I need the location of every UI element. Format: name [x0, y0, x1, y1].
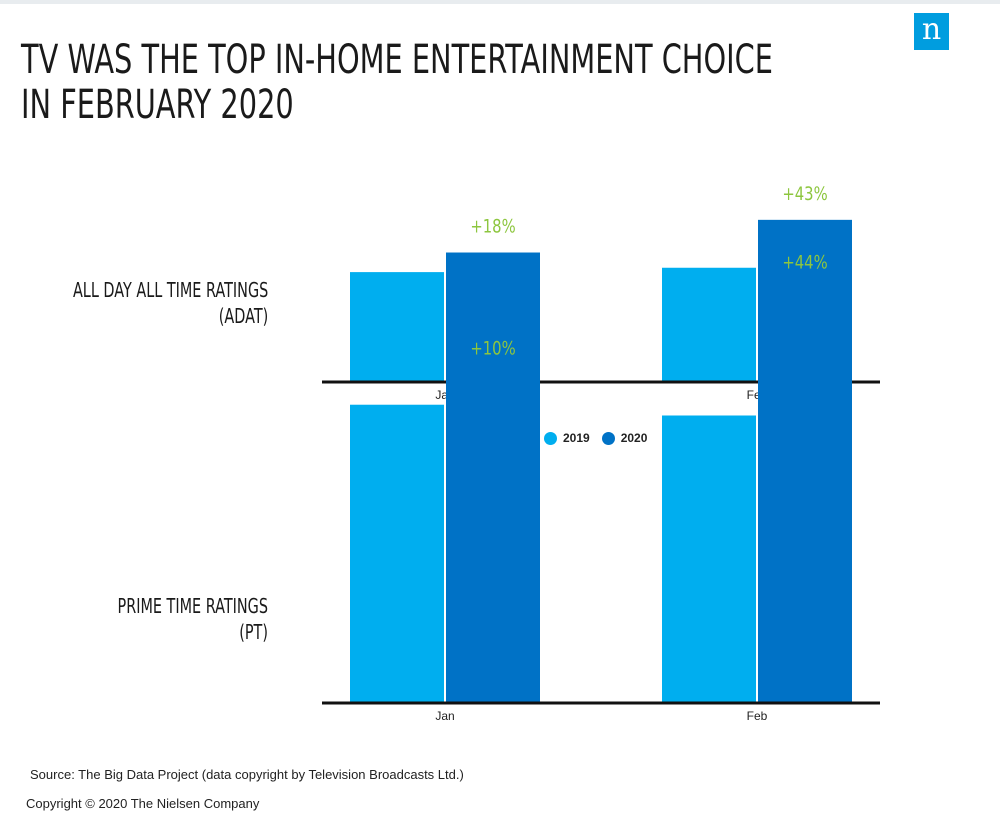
legend-swatch-2020 [601, 431, 615, 445]
adat-annotation-jan: +18% [470, 216, 515, 238]
adat-bar-jan-2019 [350, 272, 444, 381]
title-line-1: TV WAS THE TOP IN-HOME ENTERTAINMENT CHO… [21, 37, 773, 83]
page-title: TV WAS THE TOP IN-HOME ENTERTAINMENT CHO… [21, 38, 773, 128]
pt-row-label: PRIME TIME RATINGS (PT) [118, 593, 268, 645]
pt-row-label-line-1: PRIME TIME RATINGS [117, 594, 268, 618]
title-line-2: IN FEBRUARY 2020 [21, 82, 294, 128]
legend-label-2019: 2019 [563, 431, 590, 445]
legend-swatch-2019 [544, 431, 557, 445]
pt-bar-feb-2019 [662, 415, 756, 702]
pt-annotation-jan: +10% [470, 338, 515, 360]
pt-row-label-line-2: (PT) [239, 620, 268, 644]
adat-row-label-line-1: ALL DAY ALL TIME RATINGS [72, 278, 268, 302]
copyright-note: Copyright © 2020 The Nielsen Company [26, 796, 260, 811]
legend-item-2019: 2019 [544, 431, 590, 445]
adat-row-label: ALL DAY ALL TIME RATINGS (ADAT) [73, 277, 268, 329]
adat-bar-jan-2020 [446, 252, 540, 381]
pt-tick-feb: Feb [747, 709, 768, 723]
pt-bar-feb-2020 [758, 288, 852, 702]
pt-bar-jan-2020 [446, 374, 540, 702]
adat-bar-feb-2019 [662, 267, 756, 381]
top-rule [0, 0, 1000, 4]
adat-row-label-line-2: (ADAT) [218, 304, 268, 328]
adat-annotation-feb: +43% [782, 183, 827, 205]
source-note: Source: The Big Data Project (data copyr… [30, 767, 464, 782]
pt-annotation-feb: +44% [782, 252, 827, 274]
pt-tick-jan: Jan [435, 709, 454, 723]
legend-item-2020: 2020 [601, 431, 648, 445]
chart-legend: 2019 2020 [544, 428, 659, 448]
legend-label-2020: 2020 [620, 431, 648, 445]
nielsen-logo-icon: n [914, 13, 949, 50]
pt-bar-jan-2019 [350, 404, 444, 702]
